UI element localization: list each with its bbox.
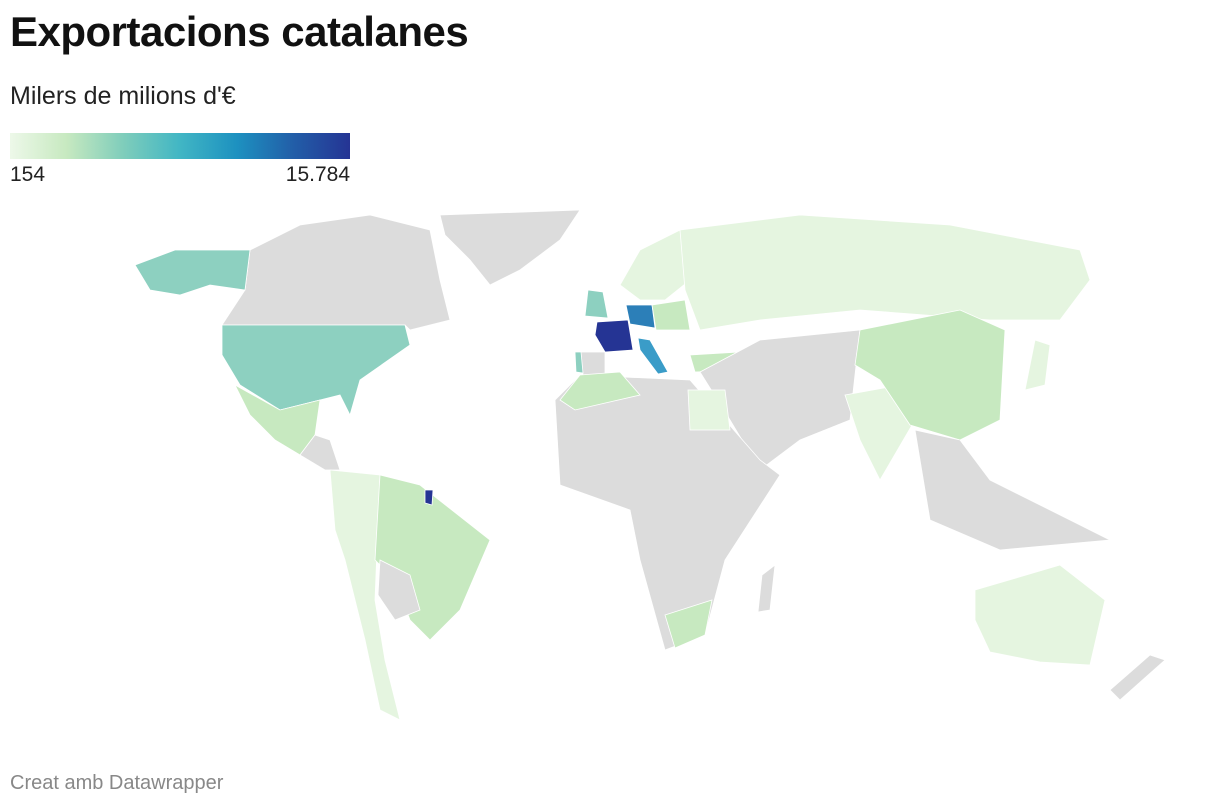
- canada: [221, 214, 451, 331]
- france: [594, 319, 634, 353]
- australia: [974, 564, 1106, 666]
- legend-max: 15.784: [285, 163, 350, 186]
- south-africa: [664, 599, 713, 649]
- scandinavia: [619, 229, 691, 301]
- world-map: [134, 209, 1166, 721]
- egypt: [687, 389, 731, 431]
- central-europe: [651, 299, 691, 331]
- japan: [1024, 339, 1051, 391]
- middle-east: [699, 329, 861, 471]
- greenland: [439, 209, 581, 286]
- new-zealand: [1109, 654, 1166, 701]
- french-guiana: [424, 489, 434, 506]
- southeast-asia: [914, 429, 1112, 551]
- bolivia-paraguay: [377, 559, 421, 621]
- uk: [584, 289, 609, 319]
- italy: [637, 337, 669, 375]
- title: Exportacions catalanes: [10, 8, 469, 55]
- legend-min: 154: [10, 163, 46, 186]
- russia: [679, 214, 1091, 331]
- maghreb: [559, 371, 641, 411]
- portugal: [574, 351, 584, 374]
- germany: [625, 304, 656, 329]
- central-america: [299, 434, 341, 471]
- credit: Creat amb Datawrapper: [10, 772, 224, 794]
- legend-gradient: [10, 133, 350, 159]
- subtitle: Milers de milions d'€: [10, 82, 236, 110]
- spain: [579, 351, 606, 376]
- madagascar: [757, 564, 776, 613]
- alaska: [134, 249, 251, 296]
- usa: [221, 324, 411, 417]
- africa: [554, 374, 781, 651]
